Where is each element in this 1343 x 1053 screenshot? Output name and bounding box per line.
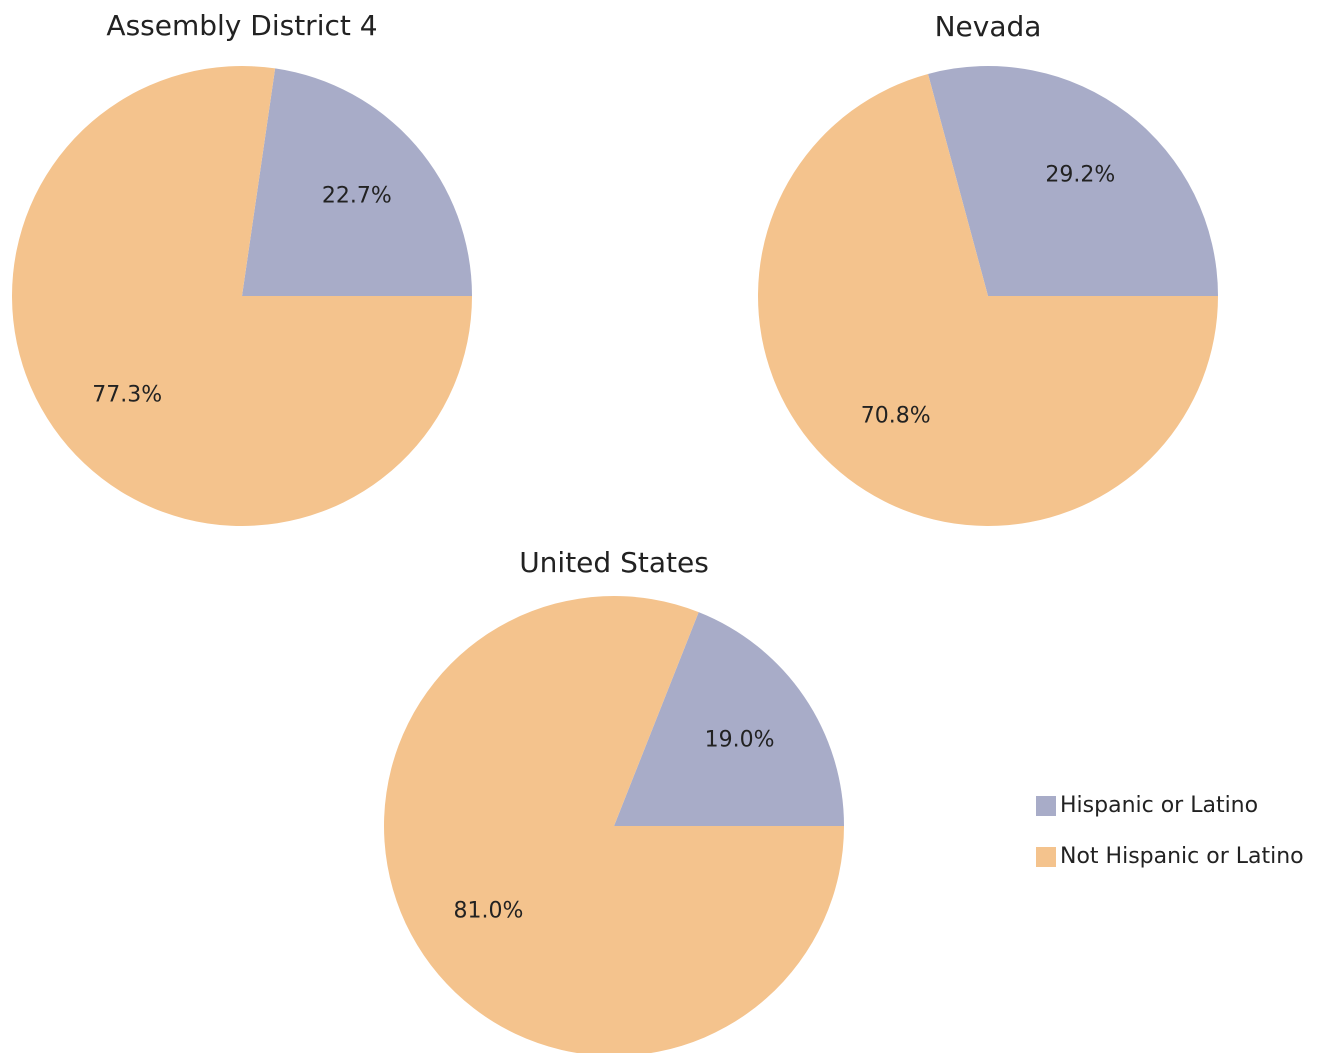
chart-title: United States: [519, 546, 709, 579]
legend-label: Not Hispanic or Latino: [1060, 844, 1304, 869]
legend-swatch: [1036, 847, 1056, 867]
chart-title: Nevada: [935, 10, 1042, 43]
pie-slice: [384, 596, 844, 1053]
pie-slice: [242, 68, 472, 296]
legend-swatch: [1036, 796, 1056, 816]
value-label: 81.0%: [454, 898, 524, 923]
pie-slice: [11, 66, 473, 526]
pie-slice: [928, 65, 1218, 296]
value-label: 22.7%: [322, 184, 392, 209]
pie-slice: [614, 612, 844, 826]
value-label: 70.8%: [861, 404, 931, 429]
value-label: 29.2%: [1045, 162, 1115, 187]
value-label: 77.3%: [92, 382, 162, 407]
pie-slice: [758, 73, 1218, 526]
legend-label: Hispanic or Latino: [1060, 793, 1258, 818]
chart-title: Assembly District 4: [106, 9, 377, 42]
value-label: 19.0%: [705, 728, 775, 753]
